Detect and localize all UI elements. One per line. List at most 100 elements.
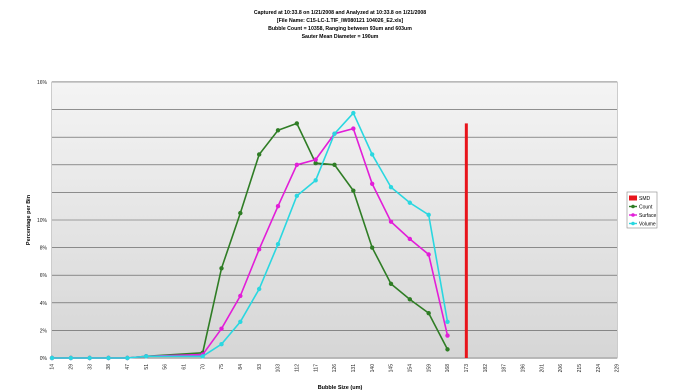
- legend-label: Surface: [639, 213, 656, 219]
- legend-entry-smd: SMD: [629, 195, 651, 202]
- data-point: [388, 219, 394, 224]
- x-tick-label: 61: [181, 364, 187, 370]
- data-point: [87, 355, 92, 361]
- data-point: [332, 131, 337, 136]
- data-point: [238, 293, 243, 299]
- x-tick-label: 117: [313, 364, 319, 372]
- x-tick-label: 51: [144, 364, 150, 370]
- x-tick-label: 126: [332, 364, 338, 373]
- x-tick-label: 140: [370, 364, 376, 373]
- y-tick-label: 10%: [37, 218, 48, 224]
- data-point: [369, 181, 375, 186]
- data-point: [125, 355, 130, 361]
- legend: SMD Count Surface Volume: [626, 191, 658, 229]
- chart-title-line: Bubble Count = 10358, Ranging between 93…: [268, 26, 412, 32]
- x-tick-label: 154: [407, 364, 413, 373]
- data-point: [426, 212, 431, 218]
- data-point: [369, 245, 375, 250]
- data-point: [294, 193, 300, 199]
- smd-marker: [464, 123, 468, 359]
- data-point: [294, 162, 300, 167]
- x-tick-label: 93: [257, 364, 263, 370]
- data-point: [106, 355, 111, 361]
- x-tick-label: 187: [502, 364, 508, 373]
- data-point: [275, 128, 281, 133]
- y-tick-label: 4%: [40, 301, 48, 307]
- x-tick-label: 182: [483, 364, 489, 373]
- data-point: [200, 354, 205, 359]
- data-point: [351, 126, 356, 131]
- data-point: [275, 204, 281, 209]
- x-tick-label: 145: [389, 364, 395, 373]
- series-line: [52, 111, 449, 359]
- data-point: [426, 252, 431, 257]
- data-point: [256, 286, 262, 292]
- data-point: [426, 310, 431, 316]
- data-point: [238, 210, 243, 216]
- legend-label: Volume: [639, 221, 656, 227]
- data-point: [445, 347, 450, 352]
- data-point: [407, 200, 413, 205]
- x-tick-label: 224: [596, 364, 602, 373]
- data-point: [238, 319, 243, 324]
- x-tick-label: 29: [68, 364, 74, 370]
- x-tick-label: 103: [276, 364, 282, 373]
- x-tick-label: 56: [163, 364, 169, 370]
- data-point: [294, 121, 300, 126]
- data-point: [275, 241, 281, 247]
- y-tick-label: 6%: [40, 273, 48, 279]
- x-tick-label: 84: [238, 364, 244, 370]
- data-point: [388, 185, 394, 190]
- x-axis-tick-labels: 14 29 33 38 47 51 56 61 70 75 84 93 103 112 117 126 131 1…: [50, 364, 621, 373]
- data-point: [407, 297, 413, 302]
- x-tick-label: 47: [125, 364, 131, 370]
- legend-swatch: [629, 195, 637, 201]
- x-tick-label: 38: [106, 364, 112, 370]
- data-point: [256, 247, 262, 252]
- legend-label: Count: [639, 204, 653, 210]
- x-tick-label: 159: [426, 364, 432, 373]
- x-tick-label: 201: [539, 364, 545, 373]
- data-point: [388, 281, 394, 287]
- data-point: [219, 326, 224, 331]
- chart-title: Captured at 10:33.8 on 1/21/2008 and Ana…: [254, 10, 426, 40]
- x-tick-label: 131: [351, 364, 357, 373]
- data-point: [143, 354, 149, 359]
- x-tick-label: 112: [294, 364, 300, 372]
- x-tick-label: 196: [520, 364, 526, 373]
- y-axis-title: Percentage per Bin: [26, 194, 32, 245]
- x-tick-label: 70: [200, 364, 206, 370]
- data-point: [445, 333, 450, 338]
- legend-label: SMD: [639, 196, 651, 202]
- x-tick-label: 33: [87, 364, 93, 370]
- data-point: [219, 266, 224, 271]
- smd-bar: [464, 123, 468, 359]
- data-point: [256, 152, 262, 157]
- data-point: [445, 319, 450, 324]
- legend-entry-count: Count: [629, 204, 653, 210]
- legend-entry-surface: Surface: [629, 213, 656, 219]
- data-point: [351, 188, 356, 193]
- chart-title-line: [File Name: C15-LC-1.TIF_IW080121 104026…: [277, 18, 404, 24]
- data-point: [351, 110, 356, 116]
- legend-marker: [631, 221, 635, 226]
- x-tick-label: 229: [615, 364, 621, 373]
- data-point: [68, 355, 74, 361]
- data-point: [332, 162, 337, 167]
- y-axis-tick-labels: 0% 2% 4% 6% 8% 10% 16%: [37, 80, 48, 362]
- y-tick-label: 0%: [40, 356, 48, 362]
- data-point: [49, 355, 55, 361]
- data-point: [219, 342, 224, 347]
- data-point: [313, 160, 318, 166]
- data-point: [313, 178, 318, 183]
- chart-title-line: Sauter Mean Diameter = 190um: [302, 34, 379, 40]
- y-tick-label: 8%: [40, 246, 48, 252]
- legend-marker: [631, 213, 635, 217]
- legend-marker: [631, 204, 635, 209]
- series-volume: [49, 110, 450, 361]
- x-tick-label: 206: [558, 364, 564, 373]
- x-axis-title: Bubble Size (um): [318, 385, 363, 391]
- legend-entry-volume: Volume: [629, 221, 656, 227]
- x-tick-label: 168: [445, 364, 451, 373]
